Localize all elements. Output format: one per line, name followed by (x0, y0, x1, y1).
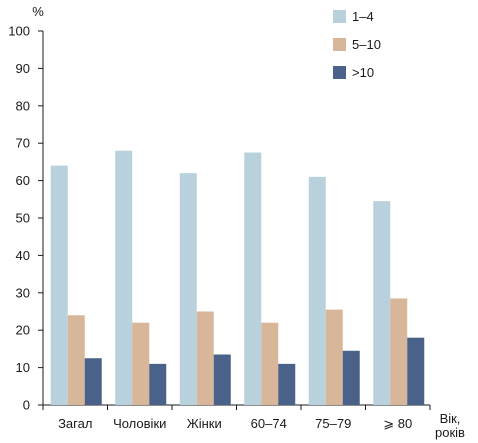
legend-swatch (333, 38, 346, 51)
bar-series-5-10 (196, 311, 214, 405)
y-tick-label: 70 (16, 136, 30, 151)
legend-label: >10 (352, 65, 374, 80)
legend: 1–4 5–10 >10 (333, 9, 381, 80)
legend-label: 1–4 (352, 9, 374, 24)
bar-series-1-4 (308, 176, 326, 405)
bar-series-gt-10 (84, 358, 102, 405)
x-category-label: 60–74 (251, 416, 287, 431)
x-axis-label-line-1: Вік, (440, 411, 461, 426)
bar-series-gt-10 (278, 363, 296, 405)
y-tick-label: 20 (16, 323, 30, 338)
y-tick-label: 50 (16, 211, 30, 226)
y-tick-label: 10 (16, 360, 30, 375)
y-tick-label: 40 (16, 248, 30, 263)
x-category-label: 75–79 (315, 416, 351, 431)
y-tick-label: 0 (23, 398, 30, 413)
x-axis-label-line-2: років (435, 425, 465, 440)
legend-swatch (333, 10, 346, 23)
y-tick-label: 60 (16, 173, 30, 188)
bar-series-1-4 (115, 150, 133, 405)
bars (50, 150, 425, 405)
bar-series-1-4 (373, 201, 391, 405)
bar-series-5-10 (67, 315, 85, 405)
bar-series-5-10 (325, 309, 343, 405)
bar-series-5-10 (132, 322, 150, 405)
legend-label: 5–10 (352, 37, 381, 52)
y-tick-label: 80 (16, 98, 30, 113)
bar-series-gt-10 (213, 354, 231, 405)
bar-series-gt-10 (149, 363, 167, 405)
bar-series-1-4 (244, 152, 262, 405)
bar-series-gt-10 (407, 337, 425, 405)
x-category-label: Чоловіки (113, 416, 166, 431)
x-category-label: ⩾ 80 (383, 416, 412, 431)
y-tick-label: 30 (16, 285, 30, 300)
x-category-label: Загал (58, 416, 92, 431)
bar-series-5-10 (261, 322, 279, 405)
y-axis: 0 10 20 30 40 50 60 70 80 90 100 (8, 24, 44, 413)
y-tick-label: 100 (8, 24, 30, 39)
bar-series-1-4 (179, 173, 197, 405)
bar-series-5-10 (390, 298, 408, 405)
x-category-label: Жінки (187, 416, 222, 431)
legend-swatch (333, 66, 346, 79)
x-axis: Загал Чоловіки Жінки 60–74 75–79 ⩾ 80 (42, 404, 431, 431)
bar-series-gt-10 (342, 350, 360, 405)
y-tick-label: 90 (16, 61, 30, 76)
bar-series-1-4 (50, 165, 68, 405)
y-axis-unit-label: % (32, 4, 44, 19)
